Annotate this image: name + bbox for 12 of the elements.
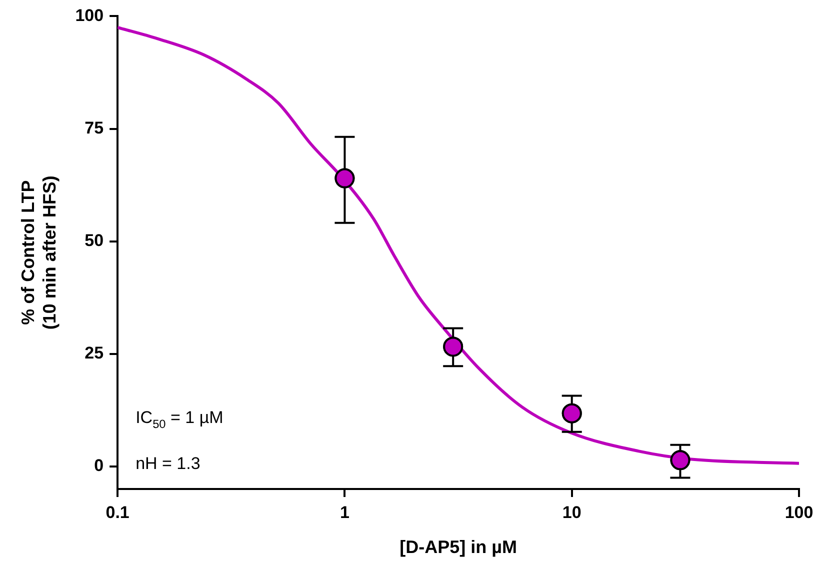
y-tick-label: 50 (84, 231, 104, 250)
y-tick-label: 100 (75, 6, 104, 25)
x-axis-title: [D-AP5] in µM (400, 537, 517, 558)
y-tick-label: 75 (84, 118, 104, 138)
y-axis-title: % of Control LTP (10 min after HFS) (18, 176, 60, 330)
y-tick-label: 0 (94, 456, 104, 476)
x-tick-label: 10 (562, 502, 582, 522)
annotation: nH = 1.3 (136, 454, 200, 473)
x-tick-label: 100 (784, 502, 814, 522)
y-tick-label: 25 (84, 344, 104, 363)
x-tick-label: 1 (340, 502, 350, 522)
x-tick-label: 0.1 (106, 502, 130, 522)
